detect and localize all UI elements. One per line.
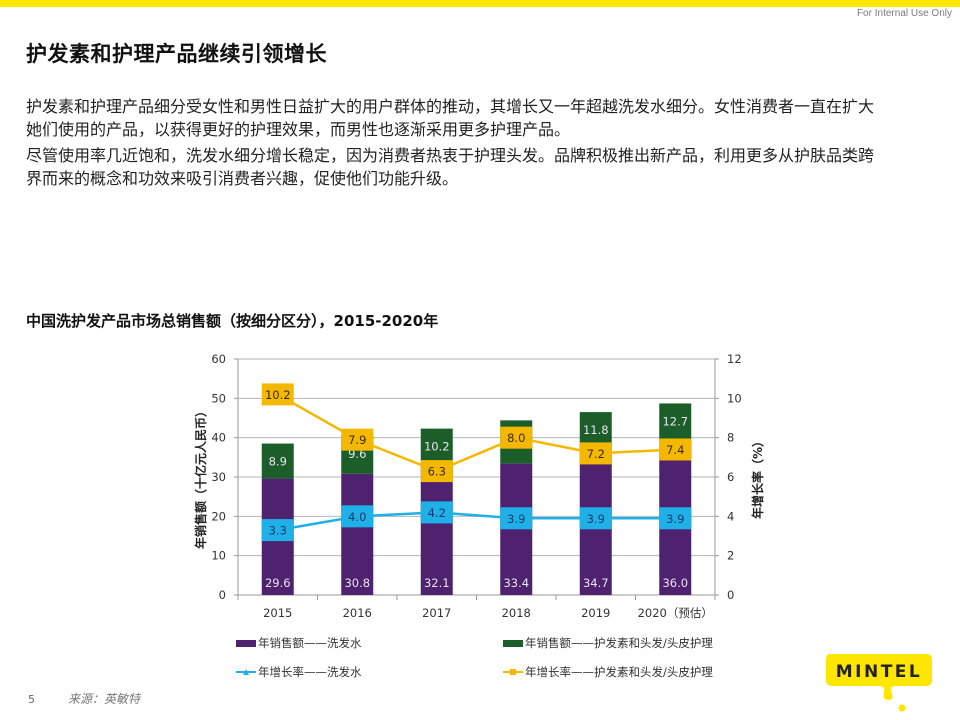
- y2-tick-label: 0: [727, 588, 734, 602]
- logo-dot-shape: [898, 704, 906, 712]
- y-tick-label: 30: [211, 470, 226, 484]
- line-point-marker: [659, 438, 692, 461]
- legend-swatch-icon: [236, 639, 256, 647]
- y-tick-label: 50: [211, 391, 226, 405]
- line-point-marker: [500, 426, 533, 449]
- bar-shampoo: [341, 473, 374, 595]
- y2-tick-label: 12: [727, 352, 742, 366]
- y-tick-label: 40: [211, 431, 226, 445]
- line-point-marker: [579, 442, 612, 465]
- paragraph: 尽管使用率几近饱和，洗发水细分增长稳定，因为消费者热衷于护理头发。品牌积极推出新…: [26, 146, 875, 188]
- line-data-label: 7.9: [348, 433, 366, 447]
- line-point-marker: [341, 505, 374, 528]
- y2-tick-label: 2: [727, 549, 734, 563]
- internal-use-label: For Internal Use Only: [856, 8, 952, 19]
- y2-tick-label: 4: [727, 509, 734, 523]
- chart-title: 中国洗护发产品市场总销售额（按细分区分），2015-2020年: [26, 312, 439, 330]
- line-point-marker: [500, 507, 533, 530]
- page-title: 护发素和护理产品继续引领增长: [26, 42, 327, 66]
- legend-label: 年增长率——护发素和头发/头皮护理: [525, 665, 713, 679]
- legend-swatch-icon: [503, 639, 523, 647]
- line-point-marker: [579, 507, 612, 530]
- line-data-label: 8.0: [507, 431, 525, 445]
- line-data-label: 10.2: [265, 388, 291, 402]
- line-data-label: 4.2: [428, 506, 446, 520]
- line-point-marker: [659, 507, 692, 530]
- bar-data-label: 12.7: [662, 414, 688, 428]
- bar-shampoo: [500, 463, 533, 595]
- mintel-logo: MINTEL: [826, 654, 932, 712]
- line-data-label: 3.9: [587, 512, 605, 526]
- legend-item-shampoo-sales: 年销售额——洗发水: [236, 635, 362, 651]
- bar-data-label: 29.6: [265, 576, 291, 590]
- y-tick-label: 20: [211, 509, 226, 523]
- bar-data-label: 33.4: [503, 576, 529, 590]
- legend-label: 年销售额——护发素和头发/头皮护理: [525, 636, 713, 650]
- y2-tick-label: 10: [727, 391, 742, 405]
- legend-item-conditioner-growth: 年增长率——护发素和头发/头皮护理: [503, 664, 713, 680]
- y-axis-title: 年销售额（十亿元人民币）: [193, 405, 208, 549]
- line-data-label: 7.2: [587, 447, 605, 461]
- line-point-marker: [261, 383, 294, 406]
- legend-item-shampoo-growth: 年增长率——洗发水: [236, 664, 362, 680]
- y-tick-label: 10: [211, 549, 226, 563]
- logo-bubble-shape: [826, 654, 932, 700]
- x-tick-label: 2020（预估）: [638, 606, 713, 620]
- legend-line-triangle-icon: [236, 666, 256, 678]
- line-point-marker: [420, 460, 453, 483]
- logo-text: MINTEL: [836, 662, 923, 682]
- line-point-marker: [420, 501, 453, 524]
- bar-conditioner: [261, 443, 294, 479]
- bar-data-label: 11.8: [583, 423, 609, 437]
- y2-axis-title: 年增长率（%）: [750, 435, 765, 519]
- y-tick-label: 0: [219, 588, 226, 602]
- line-conditioner-growth: [277, 393, 676, 473]
- top-brand-bar: [0, 0, 960, 7]
- legend-label: 年增长率——洗发水: [258, 665, 362, 679]
- line-data-label: 7.4: [666, 443, 684, 457]
- bar-data-label: 30.8: [344, 576, 370, 590]
- y2-tick-label: 8: [727, 431, 734, 445]
- bar-data-label: 8.9: [269, 455, 287, 469]
- line-data-label: 3.3: [269, 524, 287, 538]
- legend-label: 年销售额——洗发水: [258, 636, 362, 650]
- x-tick-label: 2019: [581, 606, 610, 620]
- x-tick-label: 2015: [263, 606, 292, 620]
- line-data-label: 3.9: [666, 512, 684, 526]
- y2-tick-label: 6: [727, 470, 734, 484]
- line-shampoo-growth: [277, 511, 676, 532]
- line-point-marker: [341, 428, 374, 451]
- body-text: 护发素和护理产品细分受女性和男性日益扩大的用户群体的推动，其增长又一年超越洗发水…: [26, 95, 886, 193]
- paragraph: 护发素和护理产品细分受女性和男性日益扩大的用户群体的推动，其增长又一年超越洗发水…: [26, 97, 875, 139]
- line-data-label: 4.0: [348, 510, 366, 524]
- line-point-marker: [261, 519, 294, 542]
- bar-data-label: 32.1: [424, 576, 450, 590]
- bar-data-label: 10.2: [424, 440, 450, 454]
- bar-shampoo: [420, 468, 453, 595]
- y-tick-label: 60: [211, 352, 226, 366]
- legend-item-conditioner-sales: 年销售额——护发素和头发/头皮护理: [503, 635, 713, 651]
- legend-line-square-icon: [503, 666, 523, 678]
- source-note: 来源：英敏特: [68, 692, 141, 706]
- bar-data-label: 36.0: [662, 576, 688, 590]
- page-number: 5: [28, 693, 35, 706]
- bar-data-label: 34.7: [583, 576, 609, 590]
- line-data-label: 6.3: [428, 465, 446, 479]
- x-tick-label: 2016: [343, 606, 372, 620]
- line-data-label: 3.9: [507, 512, 525, 526]
- x-tick-label: 2017: [422, 606, 451, 620]
- x-tick-label: 2018: [502, 606, 531, 620]
